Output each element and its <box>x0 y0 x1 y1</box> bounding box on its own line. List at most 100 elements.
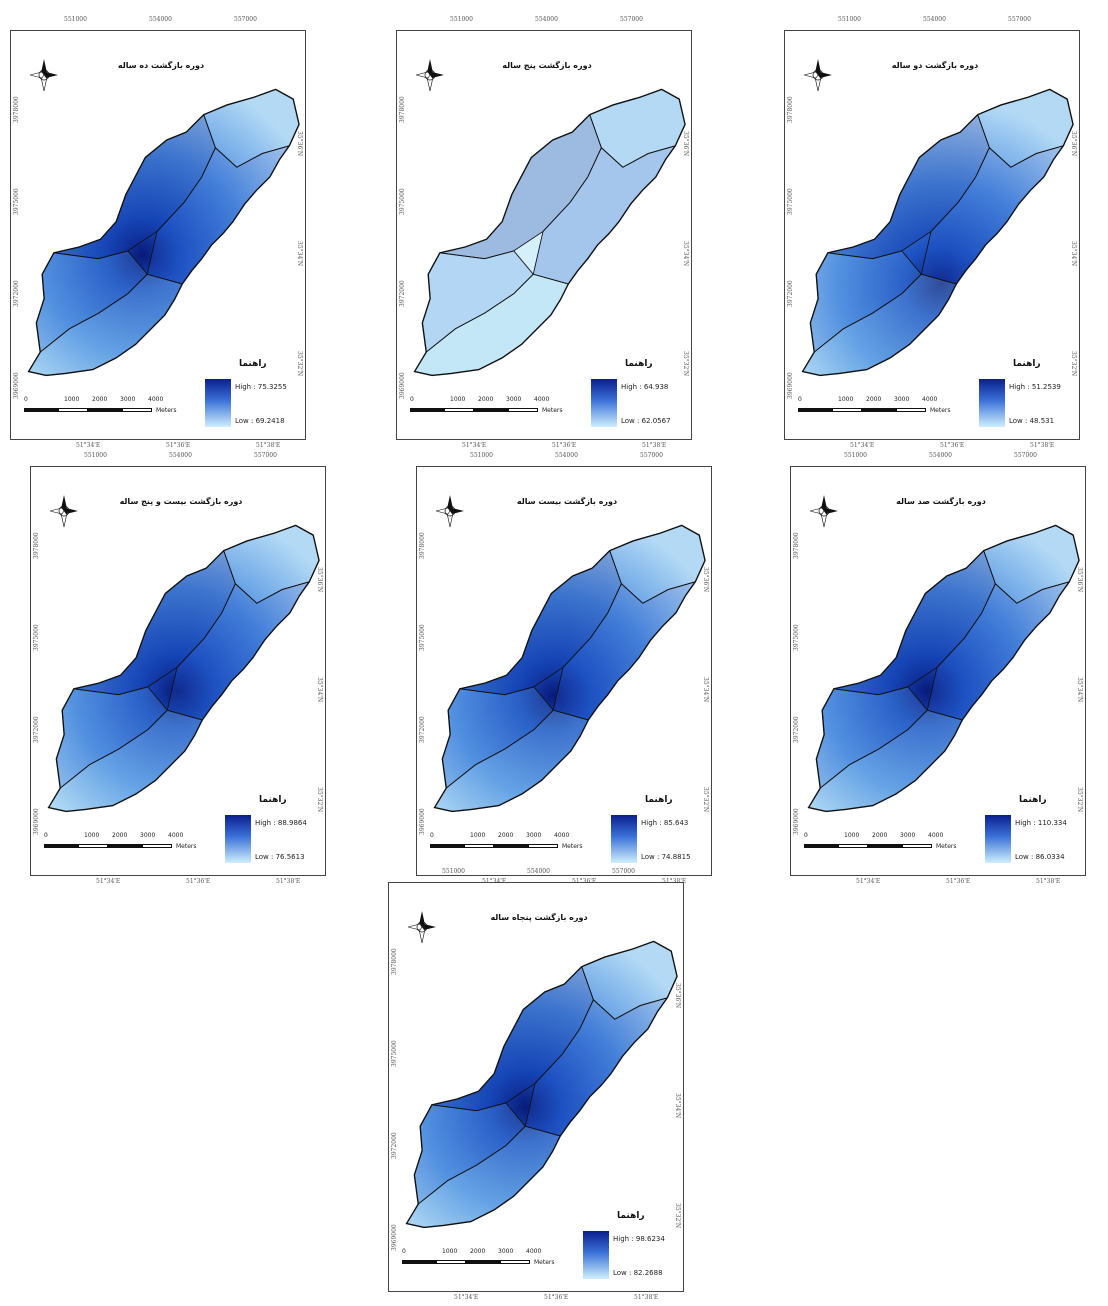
left-tick: 3978000 <box>399 96 406 123</box>
subbasin-boundary <box>827 113 990 260</box>
right-tick: 35°34'N <box>674 1093 681 1119</box>
map-panel-m2: 551000 554000 557000 دوره بازگشت پنج ساله 39… <box>392 10 712 449</box>
scale-label: 4000 <box>168 832 184 839</box>
scale-label: 2000 <box>866 396 882 403</box>
basin-map <box>801 88 1074 377</box>
top-tick: 554000 <box>535 16 558 23</box>
legend-title: راهنما <box>1013 359 1041 369</box>
left-tick: 3975000 <box>13 188 20 215</box>
legend-color-ramp <box>591 379 617 427</box>
legend-color-ramp <box>225 815 251 863</box>
map-legend: راهنما High : 85.643 Low : 74.8815 <box>611 795 711 875</box>
bottom-tick: 51°38'E <box>256 442 281 449</box>
scale-label: 3000 <box>526 832 542 839</box>
subbasin-5 <box>28 274 183 376</box>
north-arrow-icon <box>809 495 838 528</box>
right-tick: 35°36'N <box>682 131 689 157</box>
scale-label: 3000 <box>900 832 916 839</box>
scale-segment <box>58 408 88 412</box>
legend-title: راهنما <box>645 795 673 805</box>
map-title: دوره بازگشت ده ساله <box>117 61 205 70</box>
top-tick: 557000 <box>254 452 277 459</box>
subbasin-3 <box>816 686 928 789</box>
left-tick: 3972000 <box>13 280 20 307</box>
bottom-tick: 51°36'E <box>166 442 191 449</box>
scale-label: 4000 <box>928 832 944 839</box>
legend-color-ramp <box>979 379 1005 427</box>
bottom-coordinate-ticks: 51°34'E 51°36'E 51°38'E <box>780 442 1090 454</box>
left-tick: 3969000 <box>399 372 406 399</box>
scale-bar: 0 1000 2000 3000 4000 Meters <box>24 396 184 426</box>
scale-label: 0 <box>402 1248 406 1255</box>
north-arrow-icon <box>407 911 436 944</box>
bottom-coordinate-ticks: 51°34'E 51°36'E 51°38'E <box>384 1294 694 1306</box>
left-tick: 3975000 <box>793 624 800 651</box>
left-tick: 3975000 <box>33 624 40 651</box>
subbasin-boundary <box>920 145 1065 285</box>
legend-high: High : 110.334 <box>1015 819 1067 827</box>
legend-title: راهنما <box>1019 795 1047 805</box>
scale-segment <box>44 844 78 848</box>
subbasin-2 <box>589 89 686 168</box>
map-title: دوره بازگشت پنجاه ساله <box>490 913 588 922</box>
bottom-tick: 51°36'E <box>572 878 596 885</box>
scale-label: 4000 <box>922 396 938 403</box>
top-tick: 557000 <box>640 452 663 459</box>
subbasin-boundary <box>801 273 957 376</box>
map-frame: دوره بازگشت ده ساله 3978000 3975000 3972000… <box>10 30 306 440</box>
subbasin-3 <box>422 250 534 353</box>
subbasin-1 <box>73 550 236 695</box>
legend-high: High : 51.2539 <box>1009 383 1061 391</box>
scale-segment <box>122 408 152 412</box>
right-tick: 35°36'N <box>702 567 709 593</box>
scale-unit: Meters <box>542 407 563 414</box>
left-tick: 3972000 <box>793 716 800 743</box>
scale-segment <box>430 844 464 848</box>
bottom-tick: 51°34'E <box>76 442 101 449</box>
subbasin-boundary <box>926 581 1071 721</box>
subbasin-boundary <box>552 581 697 721</box>
left-tick: 3978000 <box>793 532 800 559</box>
subbasin-3 <box>442 686 554 789</box>
left-tick: 3978000 <box>787 96 794 123</box>
subbasin-3 <box>56 686 168 789</box>
basin-map <box>405 940 678 1229</box>
map-title: دوره بازگشت بیست ساله <box>516 497 618 506</box>
scale-label: 3000 <box>498 1248 514 1255</box>
subbasin-2 <box>203 89 300 168</box>
bottom-tick: 51°38'E <box>642 442 667 449</box>
map-title: دوره بازگشت پنج ساله <box>502 61 592 70</box>
scale-label: 1000 <box>470 832 486 839</box>
scale-bar: 0 1000 2000 3000 4000 Meters <box>430 832 590 862</box>
legend-high: High : 85.643 <box>641 819 689 827</box>
scale-segment <box>804 844 838 848</box>
left-tick: 3969000 <box>419 808 426 835</box>
right-tick: 35°36'N <box>1076 567 1083 593</box>
map-legend: راهنما High : 88.9864 Low : 76.5613 <box>225 795 325 875</box>
top-coordinate-ticks: 551000 554000 557000 <box>412 446 722 466</box>
subbasin-1 <box>833 550 996 695</box>
left-tick: 3978000 <box>33 532 40 559</box>
scale-bar: 0 1000 2000 3000 4000 Meters <box>402 1248 562 1278</box>
scale-label: 1000 <box>442 1248 458 1255</box>
right-tick: 35°34'N <box>1076 677 1083 703</box>
scale-label: 0 <box>804 832 808 839</box>
top-tick: 551000 <box>470 452 493 459</box>
top-tick: 554000 <box>929 452 952 459</box>
subbasin-5 <box>414 274 569 376</box>
legend-low: Low : 82.2688 <box>613 1269 663 1277</box>
map-legend: راهنما High : 64.938 Low : 62.0567 <box>591 359 691 439</box>
scale-segment <box>474 408 508 412</box>
subbasin-boundary <box>47 709 203 812</box>
scale-label: 2000 <box>498 832 514 839</box>
scale-label: 1000 <box>450 396 466 403</box>
top-tick: 554000 <box>149 16 172 23</box>
left-tick: 3975000 <box>787 188 794 215</box>
scale-segment <box>142 844 172 848</box>
scale-segment <box>902 844 932 848</box>
legend-color-ramp <box>205 379 231 427</box>
legend-low: Low : 48.531 <box>1009 417 1055 425</box>
legend-title: راهنما <box>625 359 653 369</box>
bottom-tick: 51°38'E <box>1036 878 1061 885</box>
scale-label: 1000 <box>84 832 100 839</box>
